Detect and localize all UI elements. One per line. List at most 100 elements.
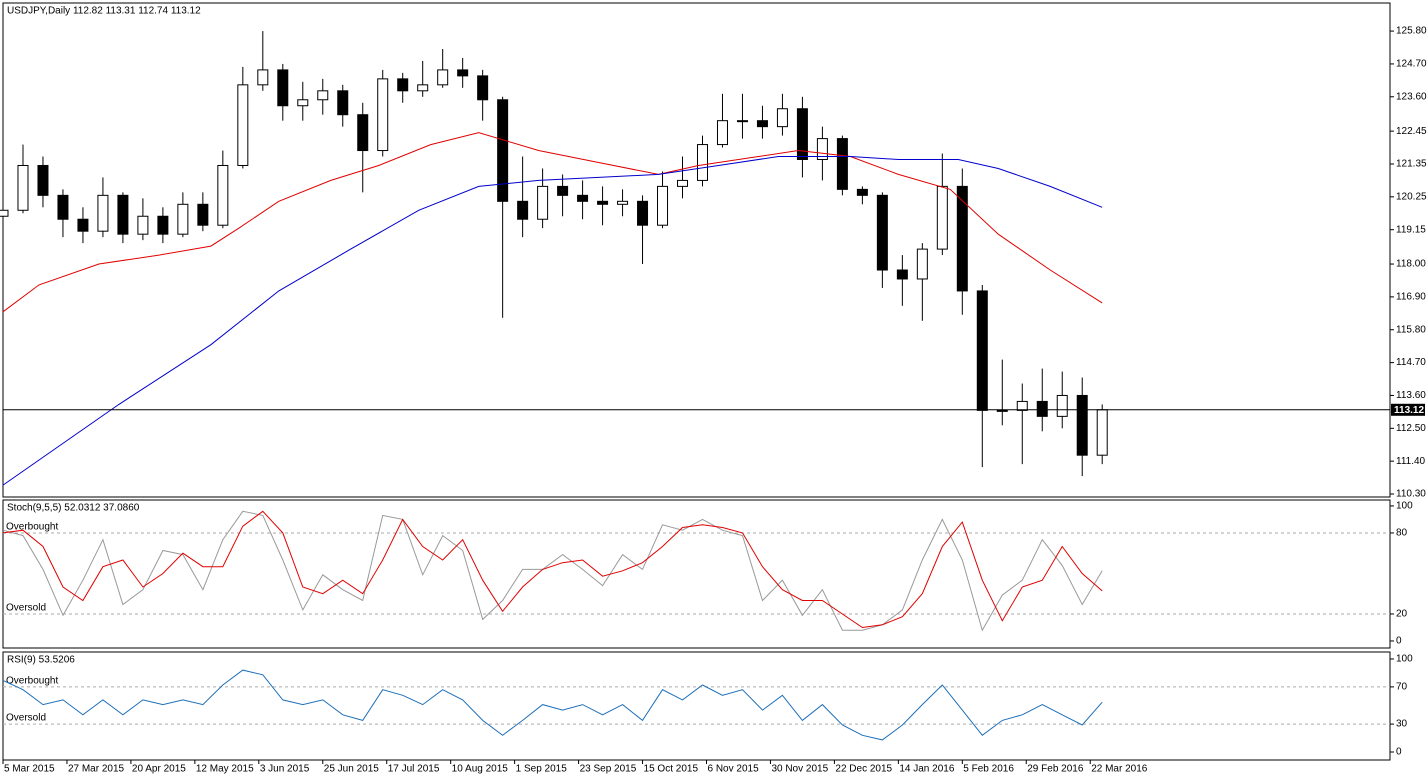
candle-body (776, 108, 788, 128)
indicator-line (2, 510, 1103, 629)
x-tick-label: 22 Mar 2016 (1091, 764, 1148, 775)
candle-body (816, 138, 828, 161)
candle-body (237, 84, 249, 166)
candle-body (1036, 400, 1048, 417)
y-tick-label: 121.35 (1396, 159, 1427, 170)
y-tick-label: 0 (1396, 636, 1402, 647)
candle-body (657, 185, 669, 226)
level-label: Oversold (6, 713, 46, 724)
candle-body (317, 90, 329, 101)
x-tick-label: 17 Jul 2015 (388, 764, 440, 775)
candle-body (1096, 409, 1108, 456)
candle-body (377, 78, 389, 152)
current-price-box (1391, 403, 1425, 416)
candle-body (856, 188, 868, 196)
x-tick-label: 27 Mar 2015 (68, 764, 125, 775)
moving-average (2, 156, 1103, 486)
candle-body (117, 194, 129, 235)
candle-body (457, 69, 469, 77)
panel-title: Stoch(9,5,5) 52.0312 37.0860 (7, 503, 140, 514)
y-tick-label: 100 (1396, 654, 1413, 665)
y-tick-label: 110.30 (1396, 489, 1426, 500)
x-tick-label: 14 Jan 2016 (899, 764, 954, 775)
candle-body (177, 203, 189, 235)
candle-body (836, 138, 848, 190)
candle-body (397, 78, 409, 92)
candle-body (537, 185, 549, 220)
candle-body (736, 120, 748, 123)
candle-body (437, 69, 449, 86)
candle-body (277, 69, 289, 107)
candle-body (37, 164, 49, 196)
candle-body (756, 120, 768, 128)
candle-body (796, 108, 808, 161)
y-tick-label: 122.45 (1396, 126, 1427, 137)
candle-body (577, 194, 589, 202)
candle-body (137, 215, 149, 235)
y-tick-label: 114.70 (1396, 357, 1426, 368)
y-tick-label: 125.80 (1396, 26, 1427, 37)
x-tick-label: 5 Feb 2016 (963, 764, 1014, 775)
current-price-label: 113.12 (1394, 405, 1424, 416)
panel-title: USDJPY,Daily 112.82 113.31 112.74 113.12 (7, 6, 201, 17)
x-tick-label: 23 Sep 2015 (580, 764, 637, 775)
level-label: Oversold (6, 603, 46, 614)
candle-body (257, 69, 269, 86)
y-tick-label: 112.50 (1396, 423, 1426, 434)
y-tick-label: 119.15 (1396, 224, 1426, 235)
y-tick-label: 111.40 (1396, 456, 1426, 467)
candle-body (497, 99, 509, 202)
y-tick-label: 80 (1396, 528, 1408, 539)
y-tick-label: 115.80 (1396, 324, 1426, 335)
y-tick-label: 0 (1396, 747, 1402, 758)
x-tick-label: 3 Jun 2015 (260, 764, 310, 775)
price-panel (2, 2, 1391, 498)
y-tick-label: 100 (1396, 501, 1413, 512)
candle-body (677, 179, 689, 187)
x-tick-label: 30 Nov 2015 (771, 764, 828, 775)
candle-body (357, 114, 369, 152)
moving-average (2, 132, 1103, 313)
candle-body (0, 209, 9, 217)
y-tick-label: 116.90 (1396, 292, 1426, 303)
candle-body (157, 215, 169, 235)
candle-body (557, 185, 569, 196)
x-tick-label: 1 Sep 2015 (516, 764, 568, 775)
y-tick-label: 20 (1396, 609, 1408, 620)
x-tick-label: 6 Nov 2015 (707, 764, 759, 775)
candle-body (17, 164, 29, 211)
y-tick-label: 30 (1396, 719, 1408, 730)
y-tick-label: 120.25 (1396, 191, 1427, 202)
level-label: Overbought (6, 676, 58, 687)
candle-body (197, 203, 209, 226)
level-label: Overbought (6, 522, 58, 533)
candle-body (617, 200, 629, 205)
panel-title: RSI(9) 53.5206 (7, 655, 75, 666)
candle-body (896, 269, 908, 280)
candle-body (597, 200, 609, 205)
candle-body (716, 120, 728, 146)
x-tick-label: 20 Apr 2015 (132, 764, 186, 775)
candle-body (97, 194, 109, 232)
candle-body (956, 185, 968, 292)
candle-body (57, 194, 69, 220)
y-tick-label: 123.60 (1396, 91, 1427, 102)
candle-body (876, 194, 888, 271)
indicator-line (2, 510, 1103, 632)
candle-body (417, 84, 429, 92)
y-tick-label: 118.00 (1396, 259, 1426, 270)
y-tick-label: 70 (1396, 682, 1408, 693)
y-tick-label: 124.70 (1396, 59, 1427, 70)
x-tick-label: 10 Aug 2015 (452, 764, 509, 775)
rsi-panel (2, 651, 1391, 761)
candle-body (77, 218, 89, 232)
indicator-line (2, 669, 1103, 741)
candle-body (696, 144, 708, 181)
candle-body (1056, 394, 1068, 417)
candle-body (1016, 400, 1028, 411)
x-tick-label: 25 Jun 2015 (324, 764, 379, 775)
x-tick-label: 12 May 2015 (196, 764, 254, 775)
candle-body (996, 409, 1008, 412)
